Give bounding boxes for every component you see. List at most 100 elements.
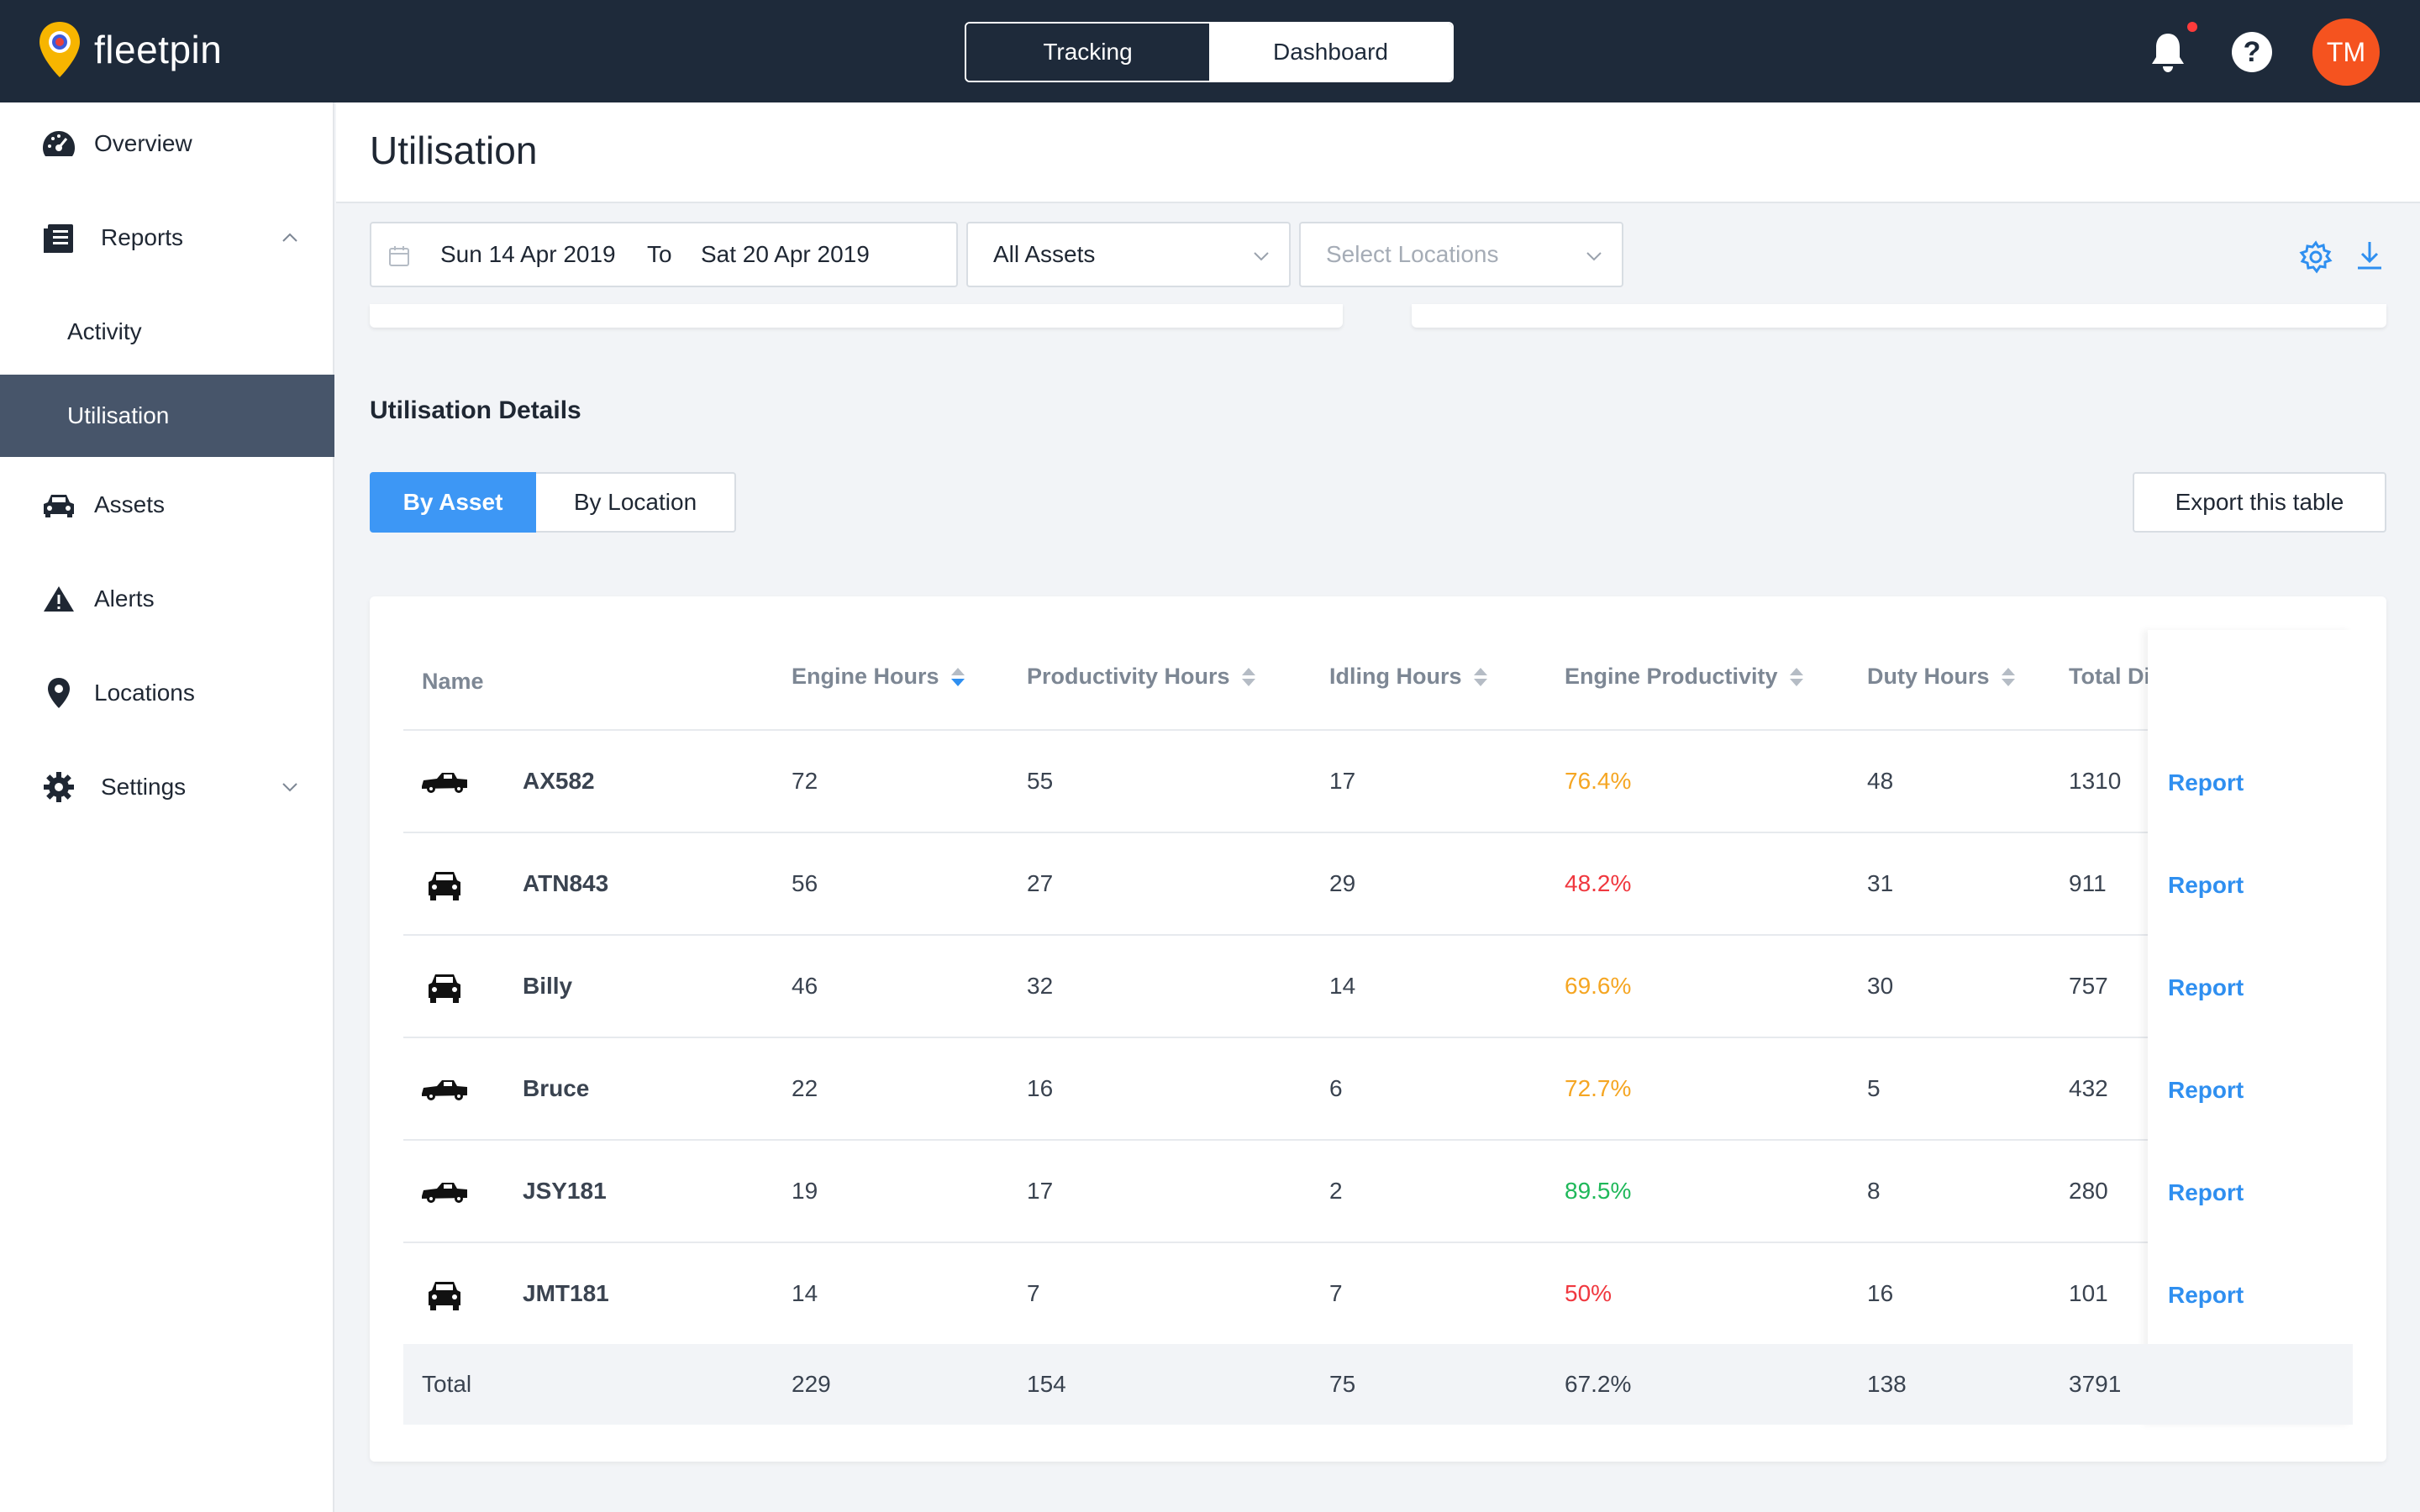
- by-location-tab[interactable]: By Location: [536, 472, 736, 533]
- sidebar-item-alerts[interactable]: Alerts: [0, 558, 334, 640]
- assets-select[interactable]: All Assets: [966, 222, 1291, 287]
- mode-toggle: Tracking Dashboard: [965, 22, 1454, 82]
- tracking-tab[interactable]: Tracking: [966, 24, 1209, 81]
- warning-icon: [40, 580, 77, 617]
- sidebar-item-assets[interactable]: Assets: [0, 464, 334, 546]
- column-header-name: Name: [422, 669, 484, 694]
- dashboard-tab[interactable]: Dashboard: [1209, 24, 1452, 81]
- asset-name: Billy: [523, 973, 573, 999]
- sidebar-item-locations[interactable]: Locations: [0, 652, 334, 734]
- column-header-label: Engine Productivity: [1565, 664, 1778, 689]
- productivity-hours-cell: 32: [1027, 973, 1054, 999]
- by-asset-tab[interactable]: By Asset: [370, 472, 536, 533]
- export-table-button[interactable]: Export this table: [2133, 472, 2386, 533]
- column-header-engine-hours[interactable]: Engine Hours: [792, 664, 966, 690]
- chevron-down-icon[interactable]: [281, 778, 299, 796]
- asset-name: Bruce: [523, 1075, 590, 1101]
- help-icon[interactable]: ?: [2232, 32, 2272, 72]
- notification-bell-icon[interactable]: [2148, 30, 2188, 74]
- settings-gear-icon[interactable]: [2299, 240, 2333, 274]
- calendar-icon: [389, 246, 409, 266]
- idling-hours-cell: 14: [1329, 973, 1356, 999]
- report-link[interactable]: Report: [2168, 769, 2244, 795]
- column-header-label: Productivity Hours: [1027, 664, 1230, 689]
- total-engine-productivity: 67.2%: [1565, 1371, 1632, 1397]
- report-link[interactable]: Report: [2168, 974, 2244, 1000]
- sort-descending-icon[interactable]: [950, 666, 966, 688]
- sidebar-item-overview[interactable]: Overview: [0, 102, 334, 185]
- page-header: Utilisation: [336, 102, 2420, 203]
- table-row[interactable]: JSY181 19 17 2 89.5% 8 280: [403, 1141, 2353, 1243]
- report-link[interactable]: Report: [2168, 1282, 2244, 1308]
- sidebar-item-label: Locations: [94, 680, 195, 706]
- notification-dot: [2187, 22, 2197, 32]
- table-row[interactable]: Bruce 22 16 6 72.7% 5 432: [403, 1038, 2353, 1141]
- table-row[interactable]: Billy 46 32 14 69.6% 30 757: [403, 936, 2353, 1038]
- chevron-down-icon: [1254, 252, 1269, 261]
- date-to-label: To: [647, 241, 672, 267]
- table-row[interactable]: ATN843 56 27 29 48.2% 31 911: [403, 833, 2353, 936]
- duty-hours-cell: 16: [1867, 1280, 1894, 1306]
- duty-hours-cell: 5: [1867, 1075, 1881, 1101]
- sidebar-item-activity[interactable]: Activity: [67, 318, 142, 344]
- engine-productivity-cell: 72.7%: [1565, 1075, 1632, 1101]
- column-header-duty-hours[interactable]: Duty Hours: [1867, 664, 2017, 690]
- column-header-productivity-hours[interactable]: Productivity Hours: [1027, 664, 1257, 690]
- column-header-engine-productivity[interactable]: Engine Productivity: [1565, 664, 1805, 690]
- header-divider: [403, 729, 2353, 731]
- asset-name: JMT181: [523, 1280, 609, 1306]
- sort-icon[interactable]: [2000, 666, 2017, 688]
- sidebar-item-label: Assets: [94, 491, 166, 517]
- productivity-hours-cell: 17: [1027, 1178, 1054, 1204]
- sort-icon[interactable]: [1788, 666, 1805, 688]
- idling-hours-cell: 6: [1329, 1075, 1343, 1101]
- table-row[interactable]: JMT181 14 7 7 50% 16 101: [403, 1243, 2353, 1346]
- report-link[interactable]: Report: [2168, 1179, 2244, 1205]
- date-range-picker[interactable]: Sun 14 Apr 2019 To Sat 20 Apr 2019: [370, 222, 958, 287]
- car-icon: [40, 486, 77, 523]
- report-list-icon: [40, 219, 77, 256]
- sidebar-item-reports[interactable]: Reports: [0, 197, 334, 279]
- column-header-total-distance[interactable]: Total Di: [2069, 664, 2150, 689]
- date-to[interactable]: Sat 20 Apr 2019: [701, 241, 870, 267]
- total-distance: 3791: [2069, 1371, 2122, 1397]
- report-link[interactable]: Report: [2168, 1077, 2244, 1103]
- table-row[interactable]: AX582 72 55 17 76.4% 48 1310: [403, 731, 2353, 833]
- gear-icon: [40, 769, 77, 806]
- sort-icon[interactable]: [1240, 666, 1257, 688]
- idling-hours-cell: 7: [1329, 1280, 1343, 1306]
- total-distance-cell: 1310: [2069, 768, 2122, 794]
- sidebar-item-label: Alerts: [94, 585, 155, 612]
- date-from[interactable]: Sun 14 Apr 2019: [440, 241, 616, 267]
- engine-hours-cell: 19: [792, 1178, 818, 1204]
- report-link[interactable]: Report: [2168, 872, 2244, 898]
- engine-hours-cell: 22: [792, 1075, 818, 1101]
- engine-hours-cell: 46: [792, 973, 818, 999]
- engine-productivity-cell: 48.2%: [1565, 870, 1632, 896]
- sidebar-item-utilisation[interactable]: Utilisation: [0, 375, 334, 457]
- productivity-hours-cell: 55: [1027, 768, 1054, 794]
- page-title: Utilisation: [370, 129, 538, 172]
- productivity-hours-cell: 27: [1027, 870, 1054, 896]
- sort-icon[interactable]: [1472, 666, 1489, 688]
- locations-select-placeholder: Select Locations: [1326, 241, 1499, 267]
- totals-label: Total: [422, 1371, 472, 1397]
- engine-productivity-cell: 76.4%: [1565, 768, 1632, 794]
- sidebar-item-settings[interactable]: Settings: [0, 746, 334, 828]
- locations-select[interactable]: Select Locations: [1299, 222, 1623, 287]
- engine-productivity-cell: 89.5%: [1565, 1178, 1632, 1204]
- location-pin-icon: [40, 675, 77, 711]
- sticky-totals-cell: [2148, 1344, 2353, 1425]
- download-icon[interactable]: [2353, 239, 2386, 272]
- utilisation-table: Name Engine Hours Productivity Hours Idl…: [370, 596, 2386, 1462]
- user-avatar[interactable]: TM: [2312, 18, 2380, 86]
- brand-logo[interactable]: fleetpin: [37, 20, 222, 79]
- assets-select-value: All Assets: [993, 241, 1096, 267]
- column-header-idling-hours[interactable]: Idling Hours: [1329, 664, 1489, 690]
- chevron-up-icon[interactable]: [281, 228, 299, 247]
- column-header-label: Idling Hours: [1329, 664, 1462, 689]
- total-distance-cell: 432: [2069, 1075, 2108, 1101]
- chevron-down-icon: [1586, 252, 1602, 261]
- duty-hours-cell: 48: [1867, 768, 1894, 794]
- idling-hours-cell: 17: [1329, 768, 1356, 794]
